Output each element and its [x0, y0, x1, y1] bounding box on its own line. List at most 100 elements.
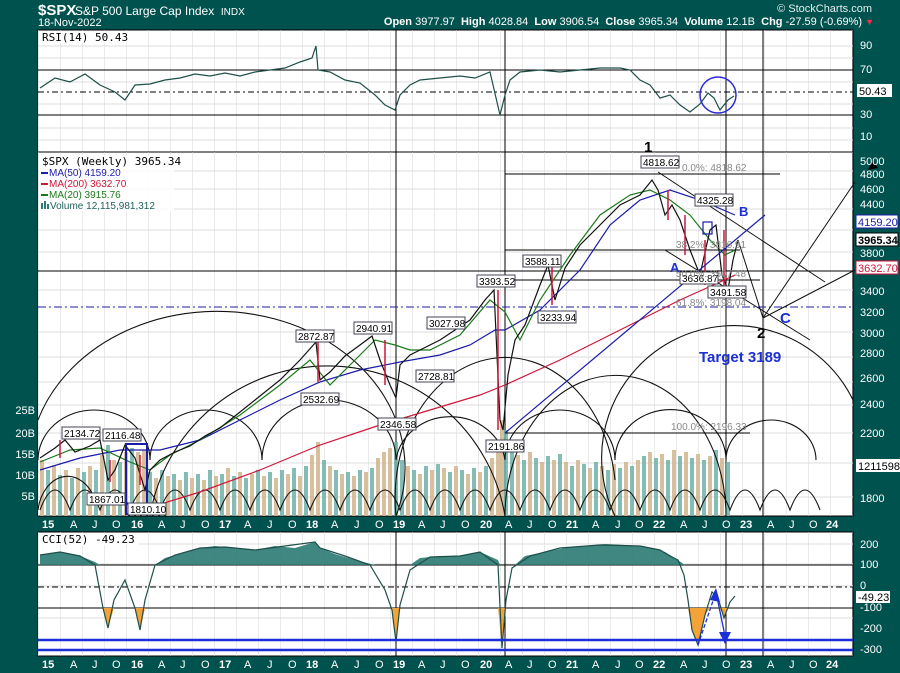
rsi-highlight-circle [699, 76, 737, 114]
cci-tick: 0 [860, 580, 866, 592]
cci-positive-fill [40, 542, 685, 565]
rsi-tick: 70 [860, 64, 872, 76]
change-value: -27.59 (-0.69%) [785, 16, 863, 28]
x-tick: 18 [306, 519, 318, 531]
price-callout: 2134.72 [64, 429, 101, 440]
volume-swatch-icon [41, 201, 49, 209]
x-tick: A [331, 659, 339, 671]
x-tick: A [592, 659, 600, 671]
price-tick: 1800 [860, 493, 884, 505]
x-tick: 15 [42, 519, 54, 531]
x-tick: J [180, 659, 186, 671]
rsi-axis: 90 70 50.43 30 10 [857, 40, 892, 143]
x-tick: 15 [42, 659, 54, 671]
ma50-swatch-icon [41, 172, 48, 174]
open-label: Open [383, 16, 413, 28]
price-tick: 3200 [860, 307, 884, 319]
x-tick: A [680, 659, 688, 671]
price-callout: 3636.87 [682, 274, 719, 285]
symbol: $SPX [38, 2, 77, 19]
fib-label: 38.2%: 3816.91 [676, 240, 746, 251]
x-tick: J [789, 519, 795, 531]
wave-1-label: 1 [644, 139, 652, 156]
wave-a-label: A [670, 260, 680, 275]
quote-date: 18-Nov-2022 [38, 17, 102, 29]
copyright[interactable]: © StockCharts.com [777, 3, 872, 15]
price-tick: 4800 [860, 169, 884, 181]
fib-label: 50.0%: 3507.48 [676, 269, 746, 280]
x-tick: O [201, 659, 210, 671]
price-callout: 3588.11 [525, 257, 561, 268]
x-tick: 22 [653, 659, 665, 671]
x-tick: A [418, 659, 426, 671]
cci-panel: CCI(52) -49.23 [37, 531, 854, 657]
volume-axis: 25B 20B 15B 10B 5B [15, 405, 35, 503]
rsi-tick: 90 [860, 40, 872, 52]
volume-tick: 20B [15, 428, 35, 440]
x-tick: A [505, 519, 513, 531]
legend-ma200: MA(200) 3632.70 [49, 179, 127, 190]
price-panel: 2134.72 2116.48 1867.01 1810.10 2872.87 … [37, 139, 878, 517]
price-callout: 3393.52 [479, 277, 516, 288]
x-tick: 21 [566, 519, 578, 531]
cci-tick: -300 [860, 644, 882, 656]
cci-label: CCI(52) -49.23 [42, 533, 135, 546]
price-callout: 2346.58 [380, 420, 417, 431]
price-callout: 3027.98 [429, 319, 466, 330]
wave-blue-lines [504, 214, 766, 434]
x-tick: A [70, 659, 78, 671]
x-tick: 21 [566, 659, 578, 671]
ma200-swatch-icon [41, 183, 48, 185]
x-axis-mid: 15 A J O 16 A J O 17 A J O 18 A J O 19 A… [42, 519, 839, 531]
price-tick: 2800 [860, 348, 884, 360]
price-callout: 2728.81 [418, 372, 455, 383]
down-arrow-icon: ▼ [865, 17, 874, 27]
x-tick: O [722, 519, 731, 531]
rsi-tick: 30 [860, 109, 872, 121]
price-tick: 5000 [860, 156, 884, 168]
x-tick: J [702, 659, 708, 671]
fib-label: 100.0%: 2196.33 [671, 422, 747, 433]
fib-labels: 0.0%: 4818.62 38.2%: 3816.91 50.0%: 3507… [671, 163, 747, 433]
price-callout: 1867.01 [89, 495, 126, 506]
price-tick: 3400 [860, 286, 884, 298]
price-callout: 3491.58 [710, 288, 747, 299]
volume-tick: 25B [15, 405, 35, 417]
security-name-text: S&P 500 Large Cap Index [75, 4, 215, 18]
x-tick: 16 [131, 519, 143, 531]
price-tick: 2600 [860, 373, 884, 385]
price-callout: 3233.94 [540, 313, 577, 324]
exchange: INDX [220, 7, 245, 18]
wave-labels: 1 A B C 2 Target 3189 [644, 139, 791, 366]
x-tick: O [722, 659, 731, 671]
x-tick: O [288, 519, 297, 531]
wave-c-label: C [780, 310, 791, 327]
volume-label: Volume [684, 16, 724, 28]
last-price-tag: 3965.34 [858, 235, 899, 247]
target-label: Target 3189 [699, 349, 781, 366]
x-tick: 17 [219, 519, 231, 531]
low-label: Low [534, 16, 557, 28]
quote-summary: Open 3977.97 High 4028.84 Low 3906.54 Cl… [384, 16, 874, 28]
x-tick: J [527, 519, 533, 531]
price-callouts: 2134.72 2116.48 1867.01 1810.10 2872.87 … [61, 155, 747, 516]
x-tick: A [244, 519, 252, 531]
x-tick: J [615, 519, 621, 531]
price-callout: 4325.28 [697, 196, 734, 207]
x-tick: J [180, 519, 186, 531]
x-tick: O [112, 519, 121, 531]
volume-tick: 10B [15, 470, 35, 482]
x-tick: O [375, 519, 384, 531]
x-tick: 16 [131, 659, 143, 671]
x-tick: A [767, 519, 775, 531]
rsi-label: RSI(14) 50.43 [42, 31, 128, 44]
price-tick: 2200 [860, 428, 884, 440]
price-callout: 1810.10 [130, 505, 167, 516]
volume-value: 12.1B [726, 16, 755, 28]
x-tick: A [592, 519, 600, 531]
ma50-value-tag: 4159.20 [858, 217, 898, 229]
x-tick: O [201, 519, 210, 531]
x-tick: 18 [306, 659, 318, 671]
x-axis-bottom: 15 A J O 16 A J O 17 A J O 18 A J O 19 A… [42, 659, 839, 671]
x-tick: J [267, 519, 273, 531]
